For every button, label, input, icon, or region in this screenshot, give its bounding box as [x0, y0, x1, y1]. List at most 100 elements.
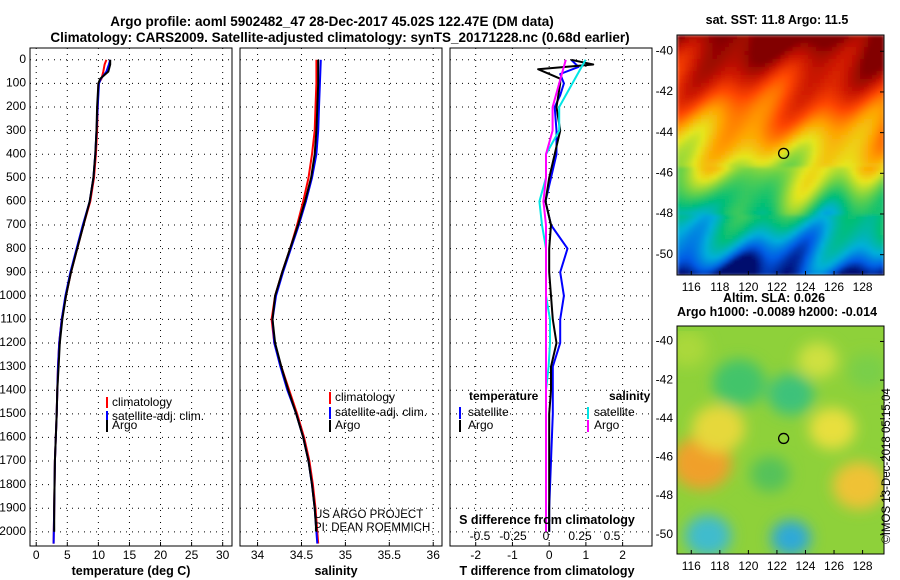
- sst-cell: [860, 255, 865, 260]
- sst-cell: [764, 151, 770, 156]
- sst-cell: [848, 263, 853, 268]
- sst-cell: [720, 183, 726, 188]
- sst-cell: [760, 103, 766, 108]
- sst-cell: [848, 183, 853, 188]
- sst-cell: [692, 135, 698, 140]
- sst-cell: [844, 199, 849, 204]
- sst-cell: [880, 123, 884, 128]
- sst-cell: [856, 99, 861, 104]
- sst-cell: [840, 203, 845, 208]
- sst-cell: [748, 163, 754, 168]
- sst-cell: [876, 235, 881, 240]
- sst-cell: [768, 107, 774, 112]
- sst-cell: [876, 67, 881, 72]
- sst-cell: [848, 75, 853, 80]
- sst-cell: [812, 259, 817, 264]
- sst-cell: [680, 79, 686, 84]
- sst-cell: [728, 271, 734, 275]
- sst-cell: [788, 223, 794, 228]
- sst-cell: [752, 191, 758, 196]
- sst-cell: [780, 247, 786, 252]
- sst-cell: [804, 199, 809, 204]
- depth-tick-label: 400: [6, 146, 26, 160]
- sst-cell: [792, 223, 798, 228]
- sst-cell: [864, 267, 869, 272]
- sst-cell: [708, 175, 714, 180]
- sst-cell: [824, 67, 829, 72]
- sst-cell: [796, 127, 801, 132]
- sst-cell: [712, 115, 718, 120]
- sst-cell: [852, 47, 857, 52]
- salinity-panel: 34 34.5 35 35.5 36 salinity climatology sate…: [239, 47, 443, 578]
- sst-cell: [684, 171, 690, 176]
- sst-cell: [788, 259, 794, 264]
- sst-cell: [776, 91, 782, 96]
- sst-cell: [804, 223, 809, 228]
- sst-cell: [844, 79, 849, 84]
- sst-cell: [760, 143, 766, 148]
- sst-cell: [704, 191, 710, 196]
- sst-cell: [836, 211, 841, 216]
- sst-cell: [752, 239, 758, 244]
- sst-cell: [868, 259, 873, 264]
- sst-cell: [692, 203, 698, 208]
- sst-cell: [756, 251, 762, 256]
- sst-cell: [772, 203, 778, 208]
- sst-cell: [712, 267, 718, 272]
- sst-cell: [736, 99, 742, 104]
- sst-cell: [840, 143, 845, 148]
- sst-cell: [764, 167, 770, 172]
- sst-cell: [820, 71, 825, 76]
- sst-cell: [840, 183, 845, 188]
- sst-cell: [740, 63, 746, 68]
- sst-cell: [760, 239, 766, 244]
- sst-cell: [688, 151, 694, 156]
- sst-cell: [677, 119, 682, 124]
- sst-cell: [872, 79, 877, 84]
- sst-cell: [788, 155, 794, 160]
- sst-cell: [776, 75, 782, 80]
- sst-cell: [732, 235, 738, 240]
- sst-cell: [832, 107, 837, 112]
- sst-cell: [860, 83, 865, 88]
- sst-cell: [872, 43, 877, 48]
- sst-cell: [740, 99, 746, 104]
- sst-cell: [788, 235, 794, 240]
- sst-cell: [864, 163, 869, 168]
- sst-cell: [776, 199, 782, 204]
- sst-cell: [704, 47, 710, 52]
- sst-cell: [764, 79, 770, 84]
- sst-cell: [744, 47, 750, 52]
- sst-cell: [684, 139, 690, 144]
- sst-cell: [836, 55, 841, 60]
- sst-cell: [820, 179, 825, 184]
- sst-cell: [876, 139, 881, 144]
- sst-cell: [760, 223, 766, 228]
- sst-cell: [772, 271, 778, 275]
- sst-cell: [804, 63, 809, 68]
- sst-cell: [684, 87, 690, 92]
- sst-cell: [728, 159, 734, 164]
- sst-cell: [728, 255, 734, 260]
- sst-cell: [764, 195, 770, 200]
- sst-cell: [880, 195, 884, 200]
- sst-cell: [808, 175, 813, 180]
- sst-cell: [764, 75, 770, 80]
- sst-cell: [704, 151, 710, 156]
- sst-cell: [796, 47, 801, 52]
- sst-cell: [872, 99, 877, 104]
- sst-cell: [836, 67, 841, 72]
- sst-cell: [848, 191, 853, 196]
- sst-cell: [808, 95, 813, 100]
- sst-cell: [677, 43, 682, 48]
- sst-cell: [816, 123, 821, 128]
- sst-cell: [868, 187, 873, 192]
- header-line-2: Climatology: CARS2009. Satellite-adjuste…: [50, 30, 629, 45]
- sst-cell: [812, 91, 817, 96]
- sst-cell: [724, 163, 730, 168]
- sst-cell: [872, 83, 877, 88]
- sst-cell: [812, 199, 817, 204]
- sst-cell: [876, 35, 881, 40]
- sst-cell: [808, 231, 813, 236]
- sst-cell: [752, 39, 758, 44]
